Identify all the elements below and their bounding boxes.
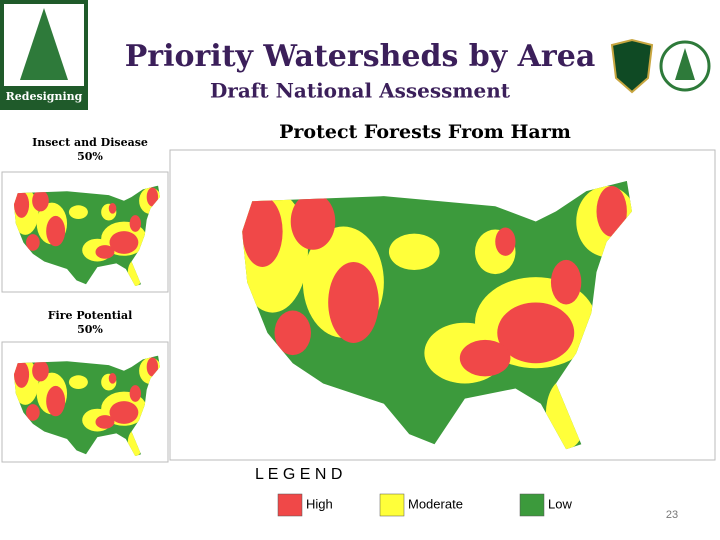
legend-label: Low [548,496,572,511]
side-map-frame [1,341,169,463]
side-map [10,178,162,288]
main-map-title: Protect Forests From Harm [279,121,571,143]
main-map [232,161,637,455]
legend-swatch [277,493,303,517]
logo-text: Redesigning [6,90,83,103]
slide-subtitle: Draft National Assessment [210,79,511,103]
side-map-frame [1,171,169,293]
legend: High Moderate Low [277,493,572,517]
legend-title: L E G E N D [255,466,342,483]
side-map-weight: 50% [77,150,103,163]
side-map [10,348,162,458]
side-map-title: Insect and Disease [32,136,148,149]
usfs-shield [610,38,654,94]
main-map-frame [169,149,716,461]
side-map-weight: 50% [77,323,103,336]
legend-swatch [519,493,545,517]
seal-tree [675,48,695,80]
legend-swatch [379,493,405,517]
legend-label: Moderate [408,496,463,511]
slide-title: Priority Watersheds by Area [125,39,596,74]
legend-label: High [306,496,333,511]
logo-tree [20,8,68,80]
side-map-title: Fire Potential [48,309,133,322]
page-number: 23 [666,509,678,521]
